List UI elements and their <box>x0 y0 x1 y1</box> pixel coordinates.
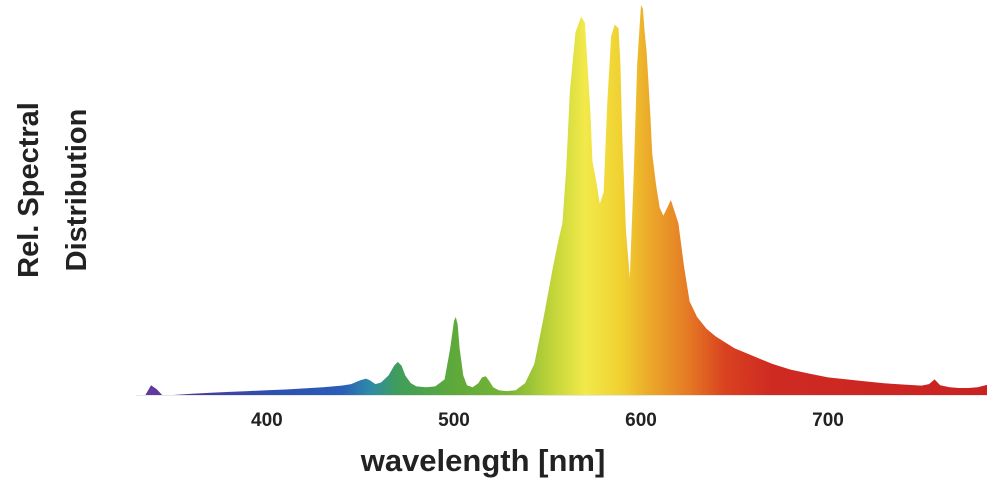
x-axis-label: wavelength [nm] <box>360 443 606 478</box>
x-tick-label-400: 400 <box>251 410 283 431</box>
x-tick-label-500: 500 <box>438 410 470 431</box>
y-axis-label: Rel. Spectral Distribution <box>13 102 93 278</box>
x-tick-label-600: 600 <box>625 410 657 431</box>
x-tick-labels: 400 500 600 700 <box>251 410 844 431</box>
y-axis-label-line-1: Rel. Spectral <box>13 102 45 278</box>
y-axis-label-line-2: Distribution <box>61 109 93 272</box>
x-tick-label-700: 700 <box>812 410 844 431</box>
plot-area <box>136 5 987 396</box>
spectrum-area <box>136 5 987 395</box>
